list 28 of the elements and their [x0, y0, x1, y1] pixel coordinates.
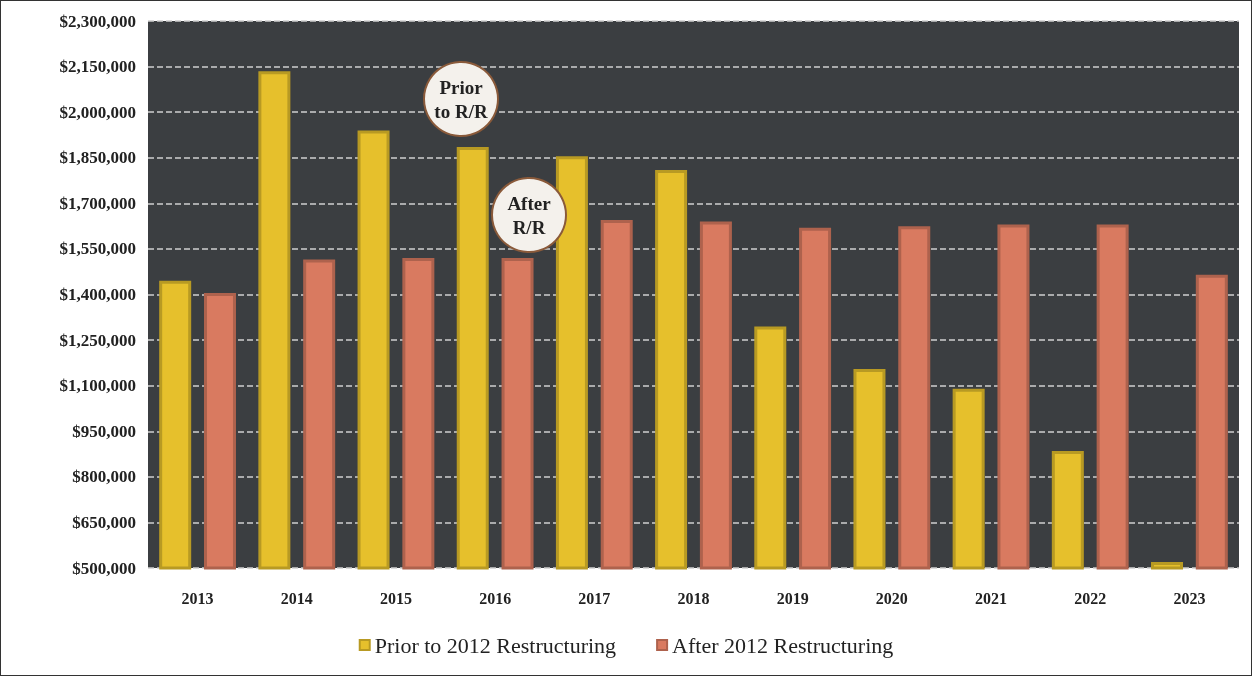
y-tick-label: $1,400,000 [59, 285, 136, 304]
y-tick-label: $2,000,000 [59, 102, 136, 122]
x-tick-label: 2022 [1074, 589, 1107, 607]
x-tick-label: 2021 [975, 589, 1008, 607]
x-tick-label: 2023 [1173, 589, 1206, 607]
x-tick-label: 2017 [578, 589, 611, 607]
y-tick-label: $1,550,000 [59, 239, 136, 259]
y-tick-label: $1,250,000 [59, 330, 136, 350]
y-tick-label: $950,000 [72, 421, 136, 441]
x-tick-label: 2015 [379, 589, 412, 607]
annotation: Prior to R/R [434, 76, 488, 122]
y-tick-label: $650,000 [72, 512, 136, 532]
legend-label: After 2012 Restructuring [672, 632, 894, 658]
y-tick-label: $1,850,000 [59, 148, 136, 168]
x-tick-label: 2013 [181, 589, 214, 607]
x-tick-label: 2020 [875, 589, 908, 607]
annotation: After R/R [507, 192, 552, 238]
legend-label: Prior to 2012 Restructuring [374, 632, 617, 658]
x-tick-label: 2018 [677, 589, 710, 607]
x-tick-label: 2019 [776, 589, 809, 607]
y-tick-label: $800,000 [72, 467, 136, 487]
x-tick-label: 2016 [479, 589, 512, 607]
y-tick-label: $2,150,000 [59, 57, 136, 77]
x-tick-label: 2014 [280, 589, 313, 607]
y-tick-label: $500,000 [72, 558, 136, 578]
y-tick-label: $1,100,000 [59, 376, 136, 396]
y-tick-label: $2,300,000 [59, 11, 136, 31]
y-tick-label: $1,700,000 [59, 193, 136, 213]
